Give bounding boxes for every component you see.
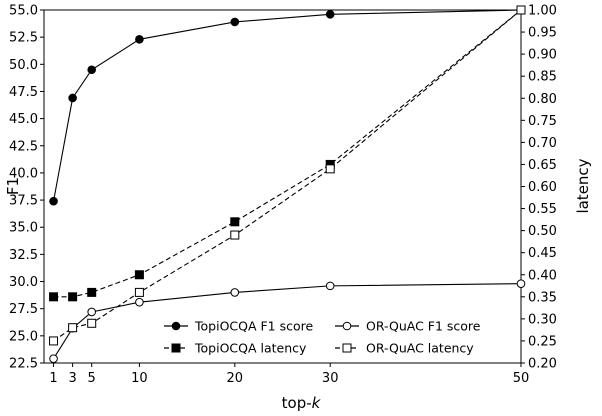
data-point-topiocqa-latency <box>134 270 144 280</box>
right-y-tick-label: 0.70 <box>528 136 557 151</box>
legend-label-orquac-f1: OR-QuAC F1 score <box>366 319 481 334</box>
x-tick-label: 1 <box>49 371 57 386</box>
left-y-tick-label: 30.0 <box>9 275 38 290</box>
x-tick-label: 5 <box>88 371 96 386</box>
left-y-tick-label: 32.5 <box>9 248 38 263</box>
data-point-or-quac-latency <box>230 230 240 240</box>
right-y-tick-label: 0.80 <box>528 92 557 107</box>
data-point-topiocqa-f1-score <box>49 196 58 206</box>
right-y-tick-label: 0.85 <box>528 70 557 85</box>
data-point-topiocqa-latency <box>230 217 240 227</box>
left-y-tick-label: 47.5 <box>9 85 38 100</box>
left-y-tick-label: 52.5 <box>9 31 38 46</box>
series-topiocqa-f1-score <box>49 5 526 206</box>
data-point-or-quac-f1-score <box>49 354 58 363</box>
data-point-or-quac-latency <box>49 336 59 346</box>
legend-entry-orquac-latency: OR-QuAC latency <box>335 341 474 356</box>
series-topiocqa-latency <box>49 5 526 302</box>
series-line-or-quac-latency <box>53 9 522 342</box>
left-y-tick-label: 50.0 <box>9 58 38 73</box>
left-y-tick-label: 27.5 <box>9 302 38 317</box>
left-y-axis-ticks: 22.5 25.0 27.5 30.0 32.5 35.0 37.5 40.0 42.5 45.0… <box>9 4 44 372</box>
data-point-or-quac-f1-score <box>135 297 144 307</box>
legend-label-orquac-latency: OR-QuAC latency <box>366 341 474 356</box>
right-y-tick-label: 0.30 <box>528 312 557 327</box>
plot-border <box>43 9 522 364</box>
x-tick-label: 30 <box>322 371 339 386</box>
x-tick-label: 20 <box>227 371 244 386</box>
right-y-tick-label: 0.20 <box>528 357 557 372</box>
x-axis-title-main: top- <box>282 394 312 412</box>
legend: TopiOCQA F1 score OR-QuAC F1 score TopiO… <box>164 319 481 356</box>
left-y-tick-label: 22.5 <box>9 357 38 372</box>
right-y-tick-label: 0.55 <box>528 202 557 217</box>
legend-label-topiocqa-f1: TopiOCQA F1 score <box>194 319 314 334</box>
data-point-or-quac-f1-score <box>325 281 335 291</box>
data-point-topiocqa-latency <box>49 292 59 302</box>
right-y-tick-label: 0.60 <box>528 180 557 195</box>
data-point-topiocqa-f1-score <box>68 93 77 103</box>
right-y-tick-label: 0.65 <box>528 158 557 173</box>
right-y-tick-label: 0.75 <box>528 114 557 129</box>
data-point-or-quac-latency <box>325 164 335 174</box>
legend-marker-topiocqa-f1 <box>171 321 181 331</box>
plot-frame <box>43 9 522 364</box>
data-point-or-quac-f1-score <box>516 279 526 289</box>
data-point-or-quac-latency <box>68 323 78 333</box>
legend-marker-topiocqa-latency <box>171 343 181 353</box>
right-y-tick-label: 0.45 <box>528 246 557 261</box>
left-y-tick-label: 55.0 <box>9 4 38 19</box>
legend-label-topiocqa-latency: TopiOCQA latency <box>194 341 307 356</box>
data-point-topiocqa-f1-score <box>135 35 144 44</box>
data-point-or-quac-latency <box>516 5 526 15</box>
series-line-topiocqa-latency <box>53 9 522 298</box>
data-point-topiocqa-latency <box>87 287 97 297</box>
data-point-or-quac-f1-score <box>87 307 96 317</box>
x-tick-label: 10 <box>131 371 148 386</box>
right-y-axis-title: latency <box>574 158 592 213</box>
left-y-tick-label: 45.0 <box>9 112 38 127</box>
data-point-topiocqa-f1-score <box>230 17 240 27</box>
right-y-tick-label: 0.50 <box>528 224 557 239</box>
left-y-tick-label: 40.0 <box>9 166 38 181</box>
legend-marker-orquac-f1 <box>342 321 352 331</box>
x-tick-label: 3 <box>68 371 76 386</box>
left-y-tick-label: 35.0 <box>9 221 38 236</box>
data-point-topiocqa-f1-score <box>87 65 96 75</box>
data-point-or-quac-f1-score <box>230 288 240 297</box>
series-layer <box>49 5 526 363</box>
x-tick-label: 50 <box>513 371 530 386</box>
left-y-tick-label: 42.5 <box>9 139 38 154</box>
right-y-tick-label: 0.95 <box>528 26 557 41</box>
x-axis-title: top-k <box>282 394 322 412</box>
legend-entry-orquac-f1: OR-QuAC F1 score <box>335 319 481 334</box>
right-y-tick-label: 0.90 <box>528 48 557 63</box>
right-y-axis-ticks: 0.20 0.25 0.30 0.35 0.40 0.45 0.50 0.55 0.60 0.65… <box>521 4 557 372</box>
right-y-tick-label: 0.40 <box>528 268 557 283</box>
data-point-topiocqa-f1-score <box>325 10 335 19</box>
right-y-tick-label: 0.25 <box>528 334 557 349</box>
data-point-or-quac-latency <box>134 287 144 297</box>
legend-entry-topiocqa-f1: TopiOCQA F1 score <box>164 319 314 334</box>
data-point-or-quac-latency <box>87 318 97 328</box>
legend-marker-orquac-latency <box>342 343 352 353</box>
left-y-axis-title: F1 <box>4 177 22 195</box>
x-axis-ticks: 1 3 5 10 20 30 50 <box>49 363 529 386</box>
series-line-topiocqa-f1-score <box>52 9 522 202</box>
right-y-tick-label: 1.00 <box>528 4 557 19</box>
legend-entry-topiocqa-latency: TopiOCQA latency <box>164 341 307 356</box>
series-or-quac-latency <box>49 5 526 346</box>
data-point-topiocqa-latency <box>68 292 78 302</box>
left-y-tick-label: 25.0 <box>9 329 38 344</box>
left-y-tick-label: 37.5 <box>9 194 38 209</box>
x-axis-title-italic: k <box>312 394 322 412</box>
right-y-tick-label: 0.35 <box>528 290 557 305</box>
